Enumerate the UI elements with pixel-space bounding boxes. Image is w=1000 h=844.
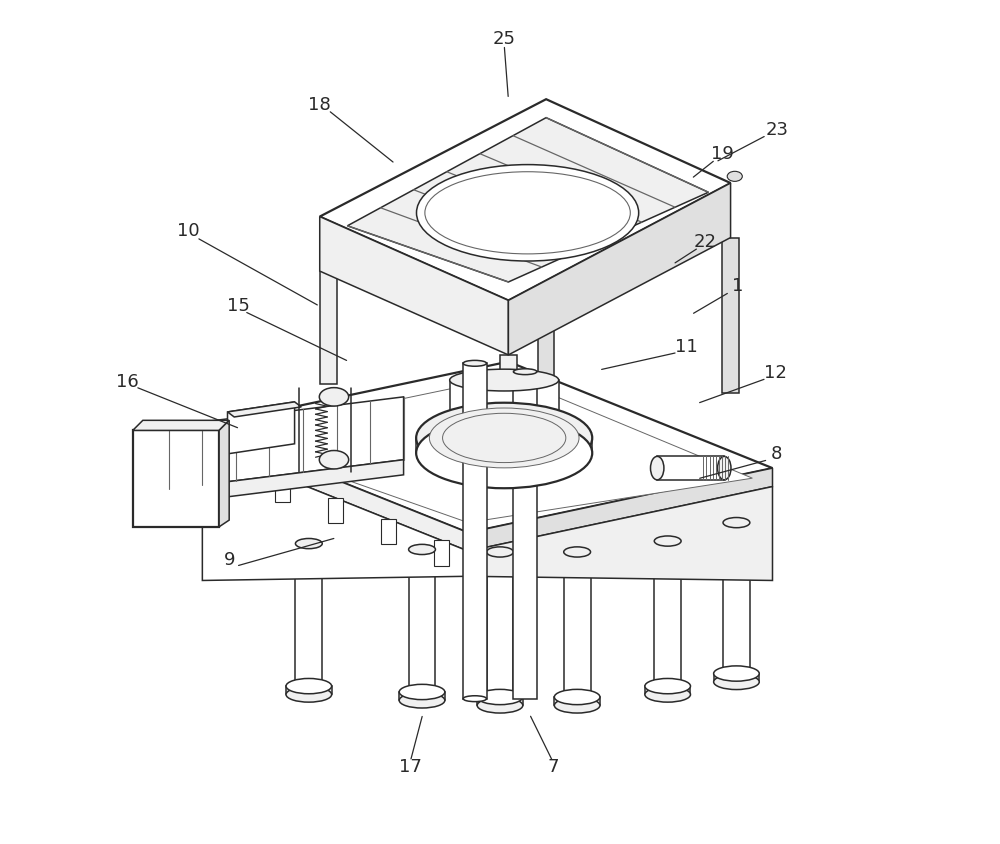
- Text: 19: 19: [711, 144, 734, 163]
- Polygon shape: [169, 460, 404, 504]
- Polygon shape: [434, 540, 449, 565]
- Polygon shape: [286, 686, 332, 695]
- Text: 9: 9: [224, 551, 236, 570]
- Polygon shape: [202, 361, 772, 533]
- Polygon shape: [450, 380, 559, 443]
- Ellipse shape: [443, 414, 566, 463]
- Ellipse shape: [450, 369, 559, 391]
- Polygon shape: [564, 552, 591, 697]
- Text: 23: 23: [765, 122, 788, 139]
- Text: 8: 8: [771, 445, 782, 463]
- Polygon shape: [645, 686, 690, 695]
- Text: 22: 22: [694, 233, 717, 251]
- Polygon shape: [228, 402, 301, 417]
- Polygon shape: [477, 697, 523, 706]
- Ellipse shape: [286, 687, 332, 702]
- Ellipse shape: [645, 679, 690, 694]
- Polygon shape: [169, 397, 404, 489]
- Polygon shape: [500, 355, 517, 384]
- Polygon shape: [275, 477, 290, 501]
- Polygon shape: [222, 376, 752, 522]
- Ellipse shape: [654, 536, 681, 546]
- Ellipse shape: [416, 403, 592, 473]
- Text: 11: 11: [675, 338, 698, 355]
- Ellipse shape: [319, 387, 349, 406]
- Polygon shape: [723, 522, 750, 674]
- Text: 18: 18: [308, 96, 331, 114]
- Text: 25: 25: [493, 30, 516, 48]
- Text: 15: 15: [227, 297, 250, 316]
- Ellipse shape: [286, 679, 332, 694]
- Ellipse shape: [463, 360, 487, 366]
- Polygon shape: [657, 457, 724, 480]
- Polygon shape: [722, 237, 739, 392]
- Text: 16: 16: [116, 373, 138, 391]
- Polygon shape: [320, 271, 337, 384]
- Text: 10: 10: [177, 222, 199, 240]
- Ellipse shape: [463, 695, 487, 701]
- Polygon shape: [513, 371, 537, 699]
- Text: 1: 1: [732, 277, 743, 295]
- Polygon shape: [487, 552, 513, 697]
- Ellipse shape: [564, 547, 591, 557]
- Polygon shape: [228, 402, 295, 454]
- Ellipse shape: [718, 457, 731, 480]
- Ellipse shape: [416, 165, 639, 261]
- Ellipse shape: [295, 538, 322, 549]
- Ellipse shape: [487, 547, 513, 557]
- Polygon shape: [399, 692, 445, 701]
- Polygon shape: [538, 158, 554, 392]
- Ellipse shape: [409, 544, 435, 555]
- Ellipse shape: [714, 674, 759, 690]
- Ellipse shape: [651, 457, 664, 480]
- Text: 7: 7: [547, 759, 559, 776]
- Ellipse shape: [645, 687, 690, 702]
- Ellipse shape: [416, 418, 592, 488]
- Polygon shape: [468, 468, 772, 551]
- Ellipse shape: [319, 451, 349, 469]
- Ellipse shape: [723, 517, 750, 528]
- Ellipse shape: [429, 408, 579, 468]
- Polygon shape: [654, 541, 681, 686]
- Polygon shape: [219, 420, 229, 527]
- Polygon shape: [328, 498, 343, 523]
- Text: 17: 17: [399, 759, 422, 776]
- Polygon shape: [463, 363, 487, 699]
- Text: 12: 12: [764, 365, 786, 382]
- Polygon shape: [347, 117, 708, 282]
- Polygon shape: [508, 183, 731, 355]
- Polygon shape: [468, 486, 772, 581]
- Ellipse shape: [554, 690, 600, 705]
- Polygon shape: [221, 455, 236, 480]
- Polygon shape: [450, 380, 454, 445]
- Polygon shape: [202, 445, 468, 581]
- Ellipse shape: [425, 171, 630, 254]
- Polygon shape: [416, 438, 592, 453]
- Ellipse shape: [714, 666, 759, 681]
- Polygon shape: [381, 519, 396, 544]
- Polygon shape: [554, 697, 600, 706]
- Ellipse shape: [399, 684, 445, 700]
- Polygon shape: [409, 549, 435, 692]
- Polygon shape: [295, 544, 322, 686]
- Polygon shape: [202, 426, 468, 551]
- Polygon shape: [320, 100, 731, 300]
- Ellipse shape: [477, 698, 523, 713]
- Ellipse shape: [399, 693, 445, 708]
- Polygon shape: [133, 430, 219, 527]
- Ellipse shape: [727, 171, 742, 181]
- Ellipse shape: [477, 690, 523, 705]
- Ellipse shape: [513, 369, 537, 375]
- Polygon shape: [320, 217, 508, 355]
- Polygon shape: [714, 674, 759, 682]
- Polygon shape: [133, 420, 229, 430]
- Ellipse shape: [554, 698, 600, 713]
